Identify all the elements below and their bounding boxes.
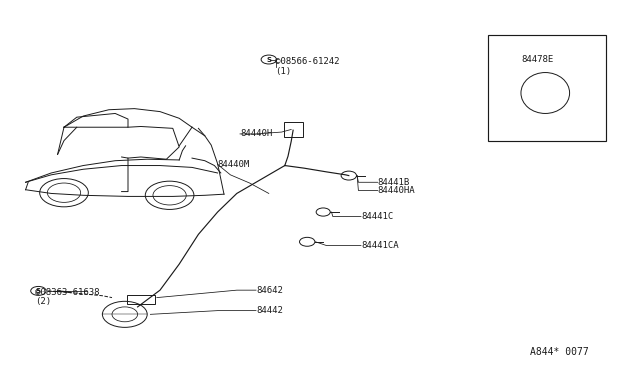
Text: 84440M: 84440M: [218, 160, 250, 169]
Text: 84440H: 84440H: [240, 129, 272, 138]
Text: S: S: [266, 57, 271, 62]
Text: ©08566-61242: ©08566-61242: [275, 57, 340, 66]
Text: 84441B: 84441B: [378, 178, 410, 187]
Text: 84441CA: 84441CA: [361, 241, 399, 250]
Text: (2): (2): [35, 297, 51, 306]
Text: 84642: 84642: [256, 286, 283, 295]
Text: 84441C: 84441C: [361, 212, 393, 221]
Text: (1): (1): [275, 67, 291, 76]
Text: 84442: 84442: [256, 306, 283, 315]
Text: S: S: [36, 288, 41, 294]
Text: A844* 0077: A844* 0077: [530, 347, 589, 357]
Text: 84478E: 84478E: [522, 55, 554, 64]
Text: ©08363-61638: ©08363-61638: [35, 288, 100, 296]
Bar: [127, 295, 155, 304]
Text: 84440HA: 84440HA: [378, 186, 415, 195]
Bar: [488, 35, 606, 141]
